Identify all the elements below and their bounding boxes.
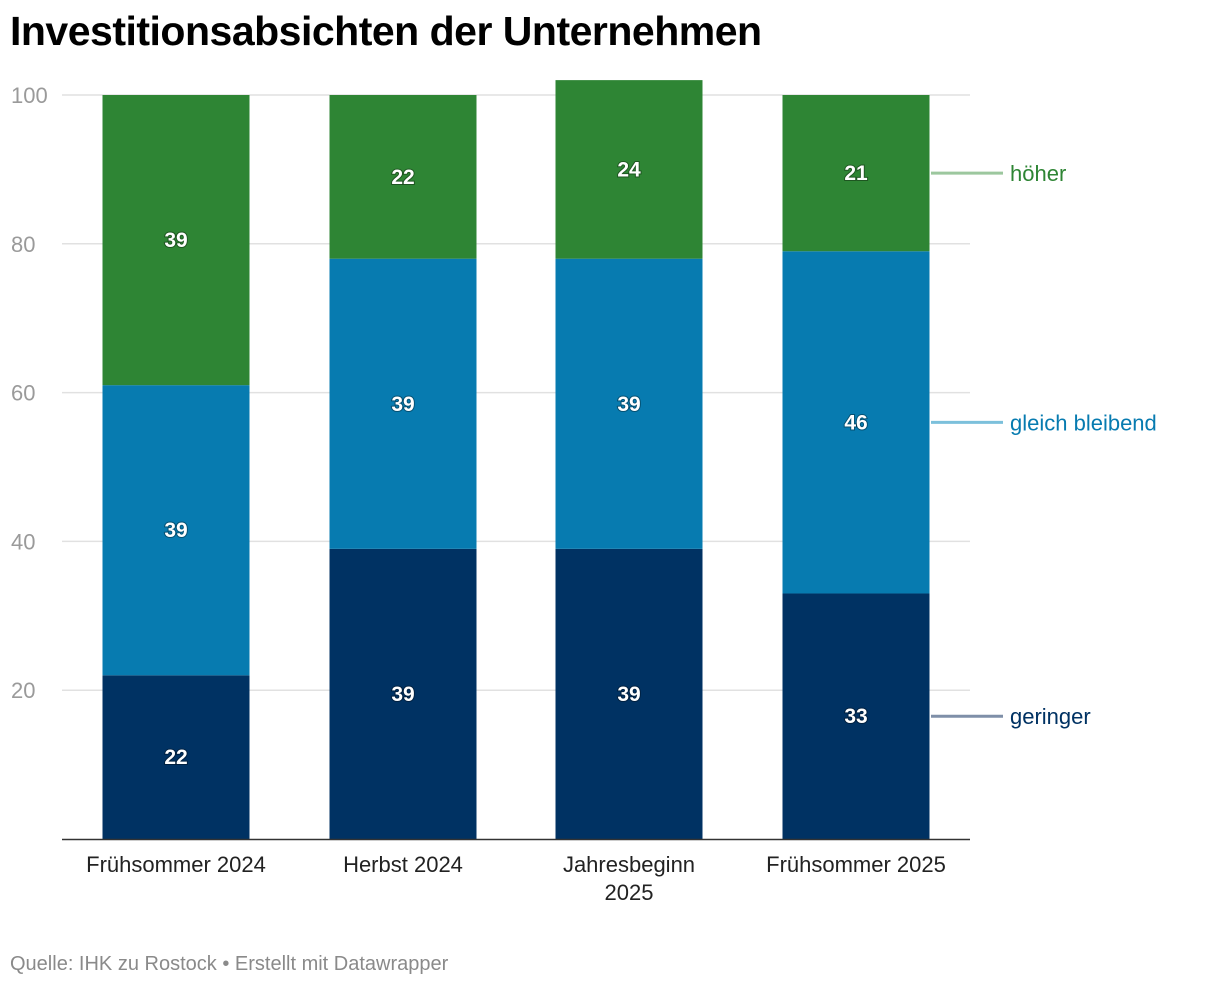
value-label-hoeher-1: 22 [391, 166, 414, 189]
value-label-geringer-3: 33 [844, 705, 867, 728]
footer: Quelle: IHK zu Rostock • Erstellt mit Da… [10, 953, 448, 976]
bars [102, 80, 930, 839]
x-tick-label-3: Frühsommer 2025 [766, 852, 946, 877]
bar-segment-geringer-1 [329, 548, 477, 839]
y-tick-label-60: 60 [11, 381, 35, 406]
legend-label-hoeher: höher [1010, 161, 1066, 186]
bar-segment-geringer-0 [102, 675, 250, 839]
value-label-geringer-0: 22 [164, 746, 187, 769]
x-tick-label-2: Jahresbeginn 2025 [563, 852, 695, 905]
value-label-geringer-2: 39 [617, 683, 640, 706]
legend-label-geringer: geringer [1010, 704, 1091, 729]
value-label-geringer-1: 39 [391, 683, 414, 706]
bar-segment-gleich_bleibend-2 [555, 258, 703, 549]
value-labels: 22 39 39 39 39 22 39 39 24 33 46 21 [163, 157, 869, 770]
bar-segment-hoeher-3 [782, 95, 930, 252]
x-tick-label-1: Herbst 2024 [343, 852, 463, 877]
y-tick-label-100: 100 [11, 83, 48, 108]
value-label-gleich_bleibend-0: 39 [164, 519, 187, 542]
y-tick-label-80: 80 [11, 232, 35, 257]
x-axis: Frühsommer 2024 Herbst 2024 Jahresbeginn 20… [62, 838, 970, 905]
bar-segment-geringer-2 [555, 548, 703, 839]
value-label-hoeher-2: 24 [617, 158, 641, 181]
value-label-gleich_bleibend-3: 46 [844, 411, 867, 434]
value-label-gleich_bleibend-1: 39 [391, 393, 414, 416]
bar-segment-geringer-3 [782, 593, 930, 839]
value-label-gleich_bleibend-2: 39 [617, 393, 640, 416]
bar-segment-gleich_bleibend-0 [102, 385, 250, 676]
y-tick-label-20: 20 [11, 678, 35, 703]
legend-label-gleich_bleibend: gleich bleibend [1010, 410, 1157, 435]
credit-text: Erstellt mit Datawrapper [234, 953, 449, 975]
value-label-hoeher-3: 21 [844, 162, 868, 185]
bar-segment-hoeher-2 [555, 80, 703, 259]
x-tick-label-0: Frühsommer 2024 [86, 852, 266, 877]
footer-separator: • [222, 953, 230, 975]
bar-segment-hoeher-0 [102, 95, 250, 386]
y-tick-label-40: 40 [11, 529, 35, 554]
bar-segment-gleich_bleibend-1 [329, 258, 477, 549]
bar-segment-gleich_bleibend-3 [782, 251, 930, 594]
value-label-hoeher-0: 39 [164, 229, 187, 252]
chart-title: Investitionsabsichten der Unternehmen [10, 8, 762, 54]
bar-segment-hoeher-1 [329, 95, 477, 259]
legend: geringer gleich bleibend höher [931, 161, 1157, 729]
source-text: Quelle: IHK zu Rostock [10, 953, 217, 975]
